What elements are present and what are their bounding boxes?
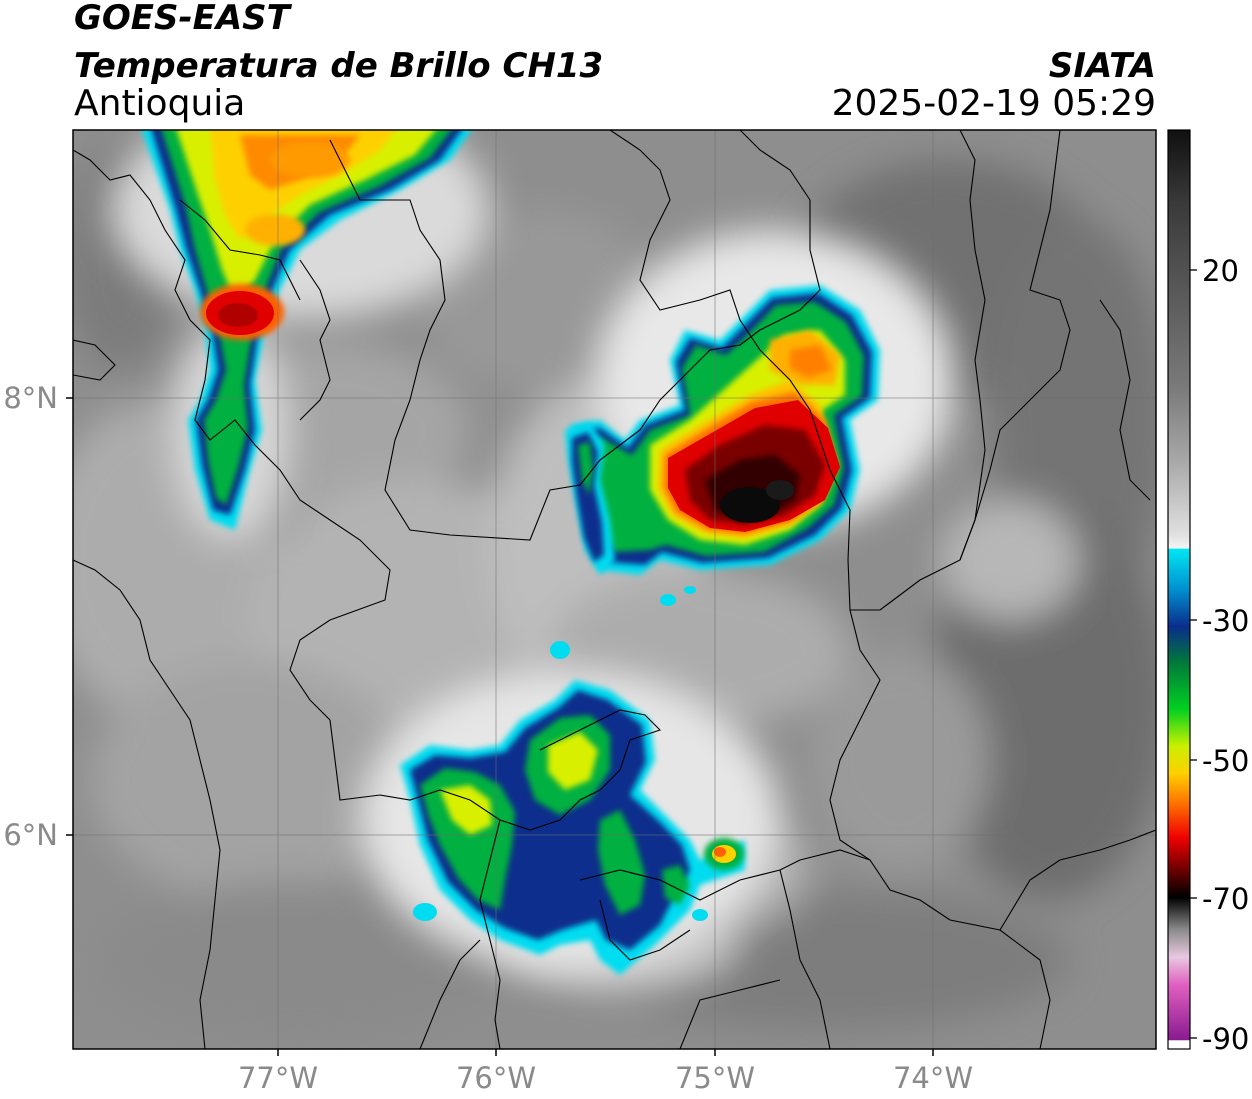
storm-northeast — [570, 285, 880, 575]
timestamp: 2025-02-19 05:29 — [831, 83, 1156, 124]
lon-tick-74w: 74°W — [893, 1061, 973, 1095]
map-frame — [72, 129, 1157, 1050]
axis-ticks — [66, 397, 934, 1056]
storm-northwest — [141, 130, 472, 530]
organization-name: SIATA — [1048, 46, 1156, 86]
region-name: Antioquia — [74, 83, 246, 124]
lon-tick-77w: 77°W — [238, 1061, 318, 1095]
product-name: GOES-EAST — [74, 0, 290, 38]
lat-tick-6n: 6°N — [3, 818, 58, 852]
colorbar-tick-20: 20 — [1202, 254, 1239, 288]
colorbar-tick-minus30: -30 — [1202, 604, 1249, 638]
lon-tick-75w: 75°W — [675, 1061, 755, 1095]
graticule — [73, 130, 1156, 1049]
lat-tick-8n: 8°N — [3, 381, 58, 415]
boundaries — [73, 130, 1156, 1049]
lon-tick-76w: 76°W — [456, 1061, 536, 1095]
figure-title: Temperatura de Brillo CH13 — [74, 46, 604, 86]
colorbar-tick-minus70: -70 — [1202, 882, 1249, 916]
storm-south — [400, 641, 745, 975]
colorbar: 20 -30 -50 -70 -90 — [1167, 129, 1249, 1056]
map-image — [73, 130, 1156, 1049]
colorbar-tick-minus90: -90 — [1202, 1022, 1249, 1056]
colorbar-tick-minus50: -50 — [1202, 744, 1249, 778]
